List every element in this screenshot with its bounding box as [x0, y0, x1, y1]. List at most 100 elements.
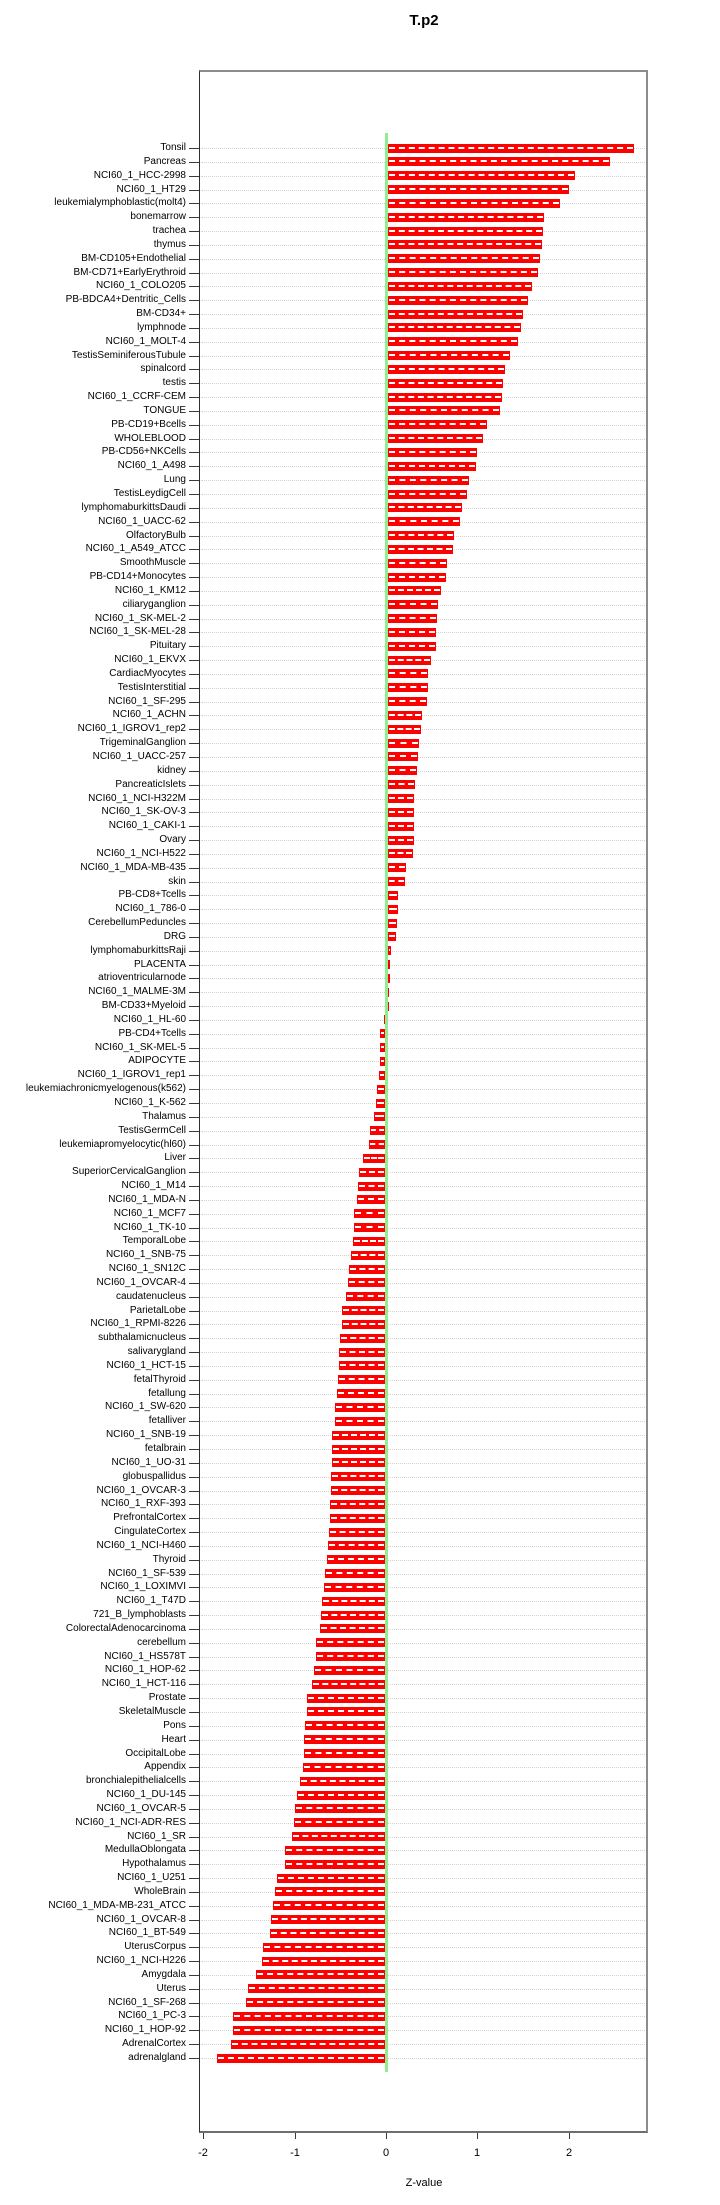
gridline: [201, 1366, 645, 1367]
row-label: NCI60_1_HCC-2998: [93, 170, 186, 181]
y-tick: [189, 2016, 199, 2017]
gridline: [201, 1574, 645, 1575]
bar: [347, 1278, 385, 1287]
gridline: [201, 1048, 645, 1049]
bar: [261, 1957, 385, 1966]
row-label: lymphomaburkittsDaudi: [81, 502, 187, 513]
gridline: [201, 1172, 645, 1173]
bar-dash: [308, 1697, 384, 1699]
bar: [388, 794, 415, 803]
bar: [320, 1624, 385, 1633]
y-tick: [189, 1200, 199, 1201]
row-label: NCI60_1_KM12: [114, 585, 186, 596]
bar-dash: [380, 1060, 384, 1062]
y-tick: [189, 1740, 199, 1741]
bar-dash: [298, 1794, 384, 1796]
row-label: leukemiachronicmyelogenous(k562): [25, 1083, 186, 1094]
bar: [315, 1638, 385, 1647]
row-label: TrigeminalGanglion: [99, 737, 186, 748]
y-tick: [189, 1878, 199, 1879]
y-tick: [189, 1657, 199, 1658]
bar: [388, 351, 511, 360]
y-tick: [189, 1491, 199, 1492]
row-label: 721_B_lymphoblasts: [93, 1609, 186, 1620]
y-tick: [189, 785, 199, 786]
bar: [336, 1389, 385, 1398]
bar-dash: [381, 1032, 384, 1034]
bar: [246, 1998, 385, 2007]
gridline: [201, 1615, 645, 1616]
bar: [303, 1735, 385, 1744]
gridline: [201, 882, 645, 883]
bar: [388, 919, 398, 928]
y-tick: [189, 1449, 199, 1450]
y-tick: [189, 1075, 199, 1076]
gridline: [201, 1947, 645, 1948]
row-label: NCI60_1_CAKI-1: [108, 820, 186, 831]
y-tick: [189, 854, 199, 855]
y-tick: [189, 2058, 199, 2059]
bar: [334, 1417, 385, 1426]
gridline: [201, 1726, 645, 1727]
row-label: NCI60_1_T47D: [116, 1595, 186, 1606]
row-label: SuperiorCervicalGanglion: [72, 1166, 186, 1177]
gridline: [201, 1421, 645, 1422]
row-label: PB-CD19+Bcells: [111, 419, 186, 430]
gridline: [201, 1920, 645, 1921]
gridline: [201, 1297, 645, 1298]
bar: [275, 1887, 385, 1896]
bar-dash: [389, 326, 521, 328]
bar: [388, 683, 429, 692]
y-tick: [189, 895, 199, 896]
bar: [369, 1140, 385, 1149]
y-tick: [189, 1214, 199, 1215]
bar: [339, 1361, 385, 1370]
bar: [388, 1002, 389, 1011]
gridline: [201, 1324, 645, 1325]
bar-dash: [389, 742, 419, 744]
gridline: [201, 1380, 645, 1381]
bar: [315, 1652, 385, 1661]
bar: [357, 1182, 385, 1191]
gridline: [201, 2016, 645, 2017]
row-label: PB-CD14+Monocytes: [89, 571, 186, 582]
gridline: [201, 1989, 645, 1990]
bar: [388, 614, 438, 623]
bar: [321, 1611, 385, 1620]
bar-dash: [389, 700, 427, 702]
row-label: Uterus: [156, 1983, 186, 1994]
bar: [353, 1223, 385, 1232]
row-label: adrenalgland: [128, 2052, 186, 2063]
gridline: [201, 895, 645, 896]
gridline: [201, 1809, 645, 1810]
y-tick: [189, 480, 199, 481]
row-label: NCI60_1_A498: [117, 460, 186, 471]
bar: [388, 144, 634, 153]
gridline: [201, 1283, 645, 1284]
bar-dash: [333, 1448, 384, 1450]
bar: [388, 240, 543, 249]
bar: [388, 669, 429, 678]
y-tick: [189, 1892, 199, 1893]
bar: [326, 1555, 385, 1564]
gridline: [201, 909, 645, 910]
bar-dash: [389, 548, 452, 550]
bar: [388, 586, 441, 595]
row-label: NCI60_1_SK-MEL-2: [94, 613, 186, 624]
gridline: [201, 1103, 645, 1104]
y-tick: [189, 1698, 199, 1699]
bar-dash: [389, 368, 504, 370]
bar-dash: [305, 1724, 384, 1726]
y-tick: [189, 1684, 199, 1685]
bar-dash: [335, 1406, 384, 1408]
bar: [330, 1514, 385, 1523]
y-tick: [189, 1338, 199, 1339]
y-tick: [189, 702, 199, 703]
gridline: [201, 729, 645, 730]
row-label: NCI60_1_LOXIMVI: [100, 1581, 186, 1592]
gridline: [201, 1961, 645, 1962]
y-tick: [189, 632, 199, 633]
gridline: [201, 1698, 645, 1699]
y-tick: [189, 591, 199, 592]
bar-dash: [233, 2029, 384, 2031]
